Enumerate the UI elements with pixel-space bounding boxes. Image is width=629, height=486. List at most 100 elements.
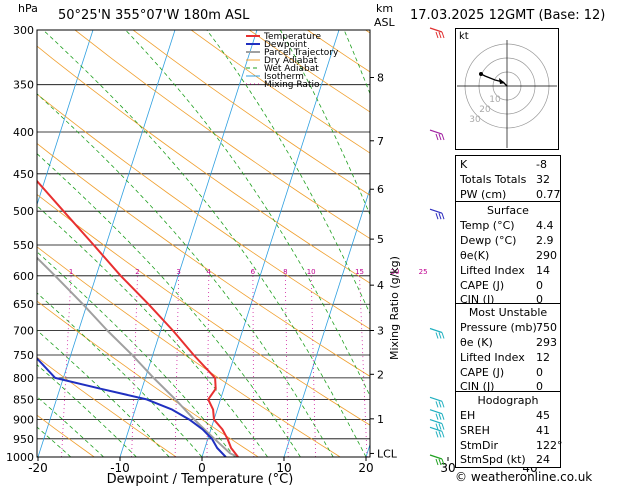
surface-value: 290 bbox=[536, 249, 557, 262]
index-value: 32 bbox=[536, 173, 550, 186]
index-label: K bbox=[460, 158, 468, 171]
height-tick-label: 8 bbox=[377, 72, 384, 85]
index-row: K -8 bbox=[460, 157, 556, 172]
index-label: Totals Totals bbox=[460, 173, 527, 186]
pressure-tick-label: 800 bbox=[13, 372, 34, 385]
mu-row: Pressure (mb) 750 bbox=[460, 320, 557, 335]
hodo-label: SREH bbox=[460, 424, 490, 437]
wind-barb-feather bbox=[441, 31, 445, 39]
pressure-tick-label: 650 bbox=[13, 298, 34, 311]
temperature-tick-label: -10 bbox=[110, 461, 130, 475]
surface-row: Dewp (°C) 2.9 bbox=[460, 233, 556, 248]
height-unit-label: km bbox=[376, 2, 394, 15]
wet-adiabat bbox=[37, 93, 334, 457]
isotherm bbox=[283, 187, 370, 457]
hodo-label: EH bbox=[460, 409, 476, 422]
height-tick-label: 3 bbox=[377, 325, 384, 338]
wind-barb-feather bbox=[435, 413, 439, 420]
mixing-ratio-line bbox=[206, 275, 210, 457]
surface-value: 2.9 bbox=[536, 234, 554, 247]
wind-barb-feather bbox=[438, 458, 442, 466]
temperature-line bbox=[37, 179, 239, 457]
hodograph-ring-label: 20 bbox=[479, 105, 491, 115]
dry-adiabat bbox=[132, 30, 370, 196]
temperature-tick-label: 30 bbox=[440, 461, 455, 475]
pressure-tick-label: 850 bbox=[13, 393, 34, 406]
legend-label: Dewpoint bbox=[264, 40, 307, 50]
wind-barb-feather bbox=[435, 133, 439, 141]
mu-value: 750 bbox=[536, 321, 557, 334]
plot-frame bbox=[36, 29, 371, 458]
asl-label: ASL bbox=[374, 16, 395, 29]
pressure-tick-label: 300 bbox=[13, 24, 34, 37]
wind-barb bbox=[429, 419, 443, 425]
dry-adiabat bbox=[37, 193, 370, 426]
height-tick-label: 2 bbox=[377, 368, 384, 381]
dry-adiabat bbox=[37, 142, 370, 377]
pressure-tick-label: 1000 bbox=[6, 451, 34, 464]
pressure-tick-label: 400 bbox=[13, 126, 34, 139]
dry-adiabat bbox=[74, 30, 370, 240]
surface-row: CIN (J) 0 bbox=[460, 292, 556, 306]
wind-barb bbox=[429, 129, 443, 135]
hodograph-unit-label: kt bbox=[459, 31, 469, 42]
most-unstable-box: Most Unstable Pressure (mb) 750 θe (K) 293… bbox=[455, 303, 561, 394]
height-tick-label: 7 bbox=[377, 135, 384, 148]
mixing-ratio-label: 15 bbox=[355, 268, 364, 276]
surface-box: Surface Temp (°C) 4.4 Dewp (°C) 2.9 θe(K) 2… bbox=[455, 201, 561, 306]
height-tick-label: 1 bbox=[377, 413, 384, 426]
surface-label: CAPE (J) bbox=[460, 279, 505, 292]
dry-adiabat bbox=[37, 246, 341, 457]
hodograph-table-box: Hodograph EH 45 SREH 41 StmDir 122° StmSpd … bbox=[455, 391, 563, 468]
pressure-tick-label: 950 bbox=[13, 433, 34, 446]
wind-barb-feather bbox=[438, 133, 442, 141]
hodo-label: StmDir bbox=[460, 439, 499, 452]
dry-adiabat bbox=[37, 45, 370, 284]
mixing-ratio-label: 2 bbox=[135, 268, 139, 276]
wet-adiabat bbox=[125, 30, 370, 397]
wind-barb-feather bbox=[438, 31, 442, 39]
wind-barb bbox=[429, 27, 443, 33]
wet-adiabat bbox=[37, 205, 268, 457]
surface-row: Lifted Index 14 bbox=[460, 263, 556, 278]
mu-label: θe (K) bbox=[460, 336, 493, 349]
surface-value: 0 bbox=[536, 293, 543, 306]
storm-motion-marker bbox=[499, 78, 505, 84]
surface-value: 14 bbox=[536, 264, 550, 277]
wind-barb-feather bbox=[441, 458, 445, 466]
surface-value: 4.4 bbox=[536, 219, 554, 232]
wet-adiabat bbox=[206, 30, 370, 315]
hodograph-ring-label: 10 bbox=[489, 95, 501, 105]
wind-barb-feather bbox=[438, 413, 442, 420]
mixing-ratio-label: 3 bbox=[176, 268, 180, 276]
isotherm bbox=[0, 30, 11, 457]
wind-barbs bbox=[429, 27, 445, 466]
hodograph-trace bbox=[480, 73, 508, 87]
surface-row: Temp (°C) 4.4 bbox=[460, 218, 556, 233]
parcel-trajectory-line bbox=[37, 256, 239, 457]
wind-barb-feather bbox=[435, 332, 439, 339]
pressure-tick-label: 750 bbox=[13, 349, 34, 362]
index-value: 0.77 bbox=[536, 188, 561, 201]
pressure-unit-label: hPa bbox=[18, 2, 38, 15]
mixing-ratio-label: 6 bbox=[251, 268, 256, 276]
temperature-tick-label: 20 bbox=[358, 461, 373, 475]
hodograph-end-point bbox=[479, 72, 483, 76]
wet-adiabat bbox=[37, 292, 203, 457]
wet-adiabat bbox=[37, 396, 104, 457]
mu-row: θe (K) 293 bbox=[460, 335, 557, 350]
mu-label: Lifted Index bbox=[460, 351, 525, 364]
hodo-label: StmSpd (kt) bbox=[460, 453, 526, 466]
wind-barb bbox=[429, 409, 443, 415]
mu-value: 12 bbox=[536, 351, 550, 364]
surface-label: Lifted Index bbox=[460, 264, 525, 277]
dry-adiabat bbox=[37, 93, 370, 330]
hodograph-table-title: Hodograph bbox=[477, 394, 539, 407]
hodo-row: EH 45 bbox=[460, 408, 556, 423]
wind-barb bbox=[429, 454, 443, 460]
surface-row: CAPE (J) 0 bbox=[460, 278, 556, 293]
pressure-tick-label: 500 bbox=[13, 205, 34, 218]
